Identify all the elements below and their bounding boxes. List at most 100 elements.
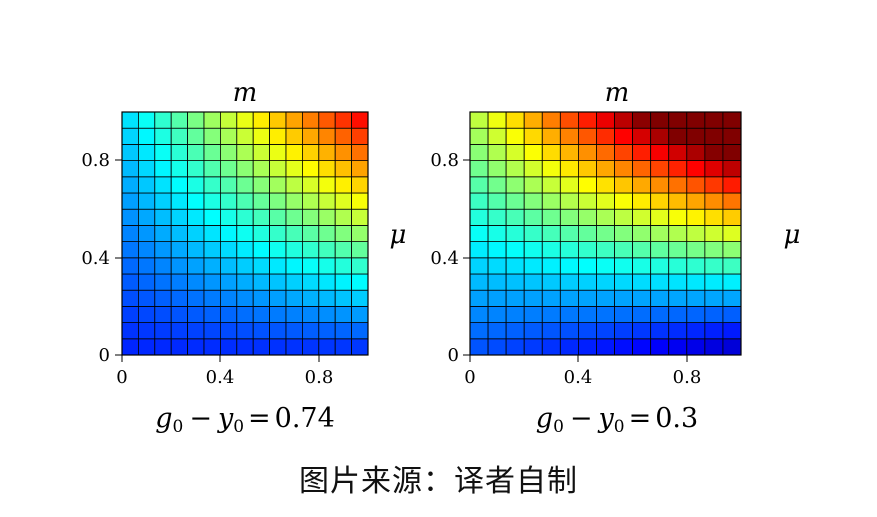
heatmap-cell [541, 289, 561, 307]
heatmap-cell [219, 127, 238, 145]
heatmap-cell [187, 257, 205, 275]
heatmap-cell [469, 176, 489, 194]
heatmap-cell [650, 208, 670, 226]
heatmap-cell [596, 143, 615, 161]
heatmap-cell [219, 338, 238, 356]
heatmap-cell [351, 208, 369, 226]
heatmap-cell [170, 160, 188, 178]
heatmap-cell [596, 257, 615, 275]
heatmap-cell [236, 208, 254, 226]
heatmap-cell [541, 322, 561, 340]
image-source-caption: 图片来源：译者自制 [299, 464, 578, 499]
heatmap-cell [154, 322, 172, 340]
ticks-left [115, 159, 320, 362]
caption-left-g-sub: 0 [173, 417, 184, 437]
heatmap-cell [505, 224, 525, 242]
x-tick-2-right: 0.8 [673, 367, 702, 388]
caption-right-g: g [536, 403, 553, 434]
heatmap-cell [170, 289, 188, 307]
heatmap-cell [187, 305, 205, 323]
heatmap-cell [187, 208, 205, 226]
heatmap-cell [269, 338, 287, 356]
y-tick-0-left: 0 [99, 345, 110, 366]
heatmap-cell [559, 241, 579, 259]
heatmap-cell [704, 322, 724, 340]
heatmap-cell [686, 176, 706, 194]
heatmap-cell [541, 192, 561, 210]
heatmap-cell [559, 305, 579, 323]
heatmap-cell [686, 143, 706, 161]
heatmap-cell [523, 176, 543, 194]
heatmap-cell [351, 176, 369, 194]
heatmap-cell [632, 305, 652, 323]
heatmap-cell [121, 143, 139, 161]
heatmap-cell [219, 241, 238, 259]
heatmap-cell [187, 289, 205, 307]
heatmap-cell [541, 338, 561, 356]
heatmap-cell [187, 192, 205, 210]
heatmap-cell [121, 208, 139, 226]
heatmap-cell [187, 322, 205, 340]
heatmap-cell [668, 208, 688, 226]
heatmap-cell [154, 176, 172, 194]
heatmap-cell [668, 111, 688, 129]
heatmap-cell [318, 160, 336, 178]
heatmap-cell [559, 192, 579, 210]
heatmap-cell [686, 160, 706, 178]
heatmap-cell [137, 127, 156, 145]
heatmap-cell [351, 305, 369, 323]
heatmap-cell [301, 241, 320, 259]
heatmap-cell [334, 241, 353, 259]
heatmap-cell [487, 208, 507, 226]
heatmap-cell [722, 143, 742, 161]
heatmap-cell [650, 143, 670, 161]
heatmap-cell [121, 322, 139, 340]
heatmap-cell [541, 241, 561, 259]
y-tick-2-right: 0.8 [430, 150, 459, 171]
heatmap-left-cells [121, 111, 369, 356]
heatmap-cell [318, 208, 336, 226]
heatmap-cell [722, 224, 742, 242]
heatmap-cell [269, 289, 287, 307]
heatmap-cell [469, 192, 489, 210]
heatmap-cell [596, 322, 615, 340]
heatmap-right-cells [469, 111, 742, 356]
heatmap-cell [722, 241, 742, 259]
heatmap-cell [203, 241, 221, 259]
heatmap-cell [469, 127, 489, 145]
heatmap-cell [219, 322, 238, 340]
heatmap-cell [154, 241, 172, 259]
heatmap-cell [596, 160, 615, 178]
heatmap-cell [269, 322, 287, 340]
heatmap-cell [187, 143, 205, 161]
x-tick-1-left: 0.4 [206, 367, 235, 388]
heatmap-cell [686, 111, 706, 129]
heatmap-cell [137, 111, 156, 129]
y-tick-2-left: 0.8 [81, 150, 110, 171]
heatmap-cell [252, 289, 270, 307]
heatmap-cell [301, 192, 320, 210]
heatmap-cell [650, 241, 670, 259]
caption-left-eq: = [248, 403, 271, 434]
heatmap-cell [121, 273, 139, 291]
heatmap-cell [541, 143, 561, 161]
heatmap-cell [154, 338, 172, 356]
heatmap-cell [137, 257, 156, 275]
heatmap-cell [187, 241, 205, 259]
heatmap-left: 0 0.4 0.8 0 0.4 0.8 m μ g0− y0 = 0.74 [81, 78, 406, 437]
heatmap-cell [650, 273, 670, 291]
heatmap-cell [650, 192, 670, 210]
heatmap-cell [668, 322, 688, 340]
heatmap-cell [469, 338, 489, 356]
heatmap-cell [487, 192, 507, 210]
heatmap-cell [269, 160, 287, 178]
heatmap-cell [137, 273, 156, 291]
heatmap-cell [170, 305, 188, 323]
heatmap-cell [469, 208, 489, 226]
heatmap-cell [668, 273, 688, 291]
heatmap-cell [137, 241, 156, 259]
heatmap-cell [523, 143, 543, 161]
heatmap-cell [285, 160, 303, 178]
heatmap-cell [203, 176, 221, 194]
heatmap-cell [334, 257, 353, 275]
